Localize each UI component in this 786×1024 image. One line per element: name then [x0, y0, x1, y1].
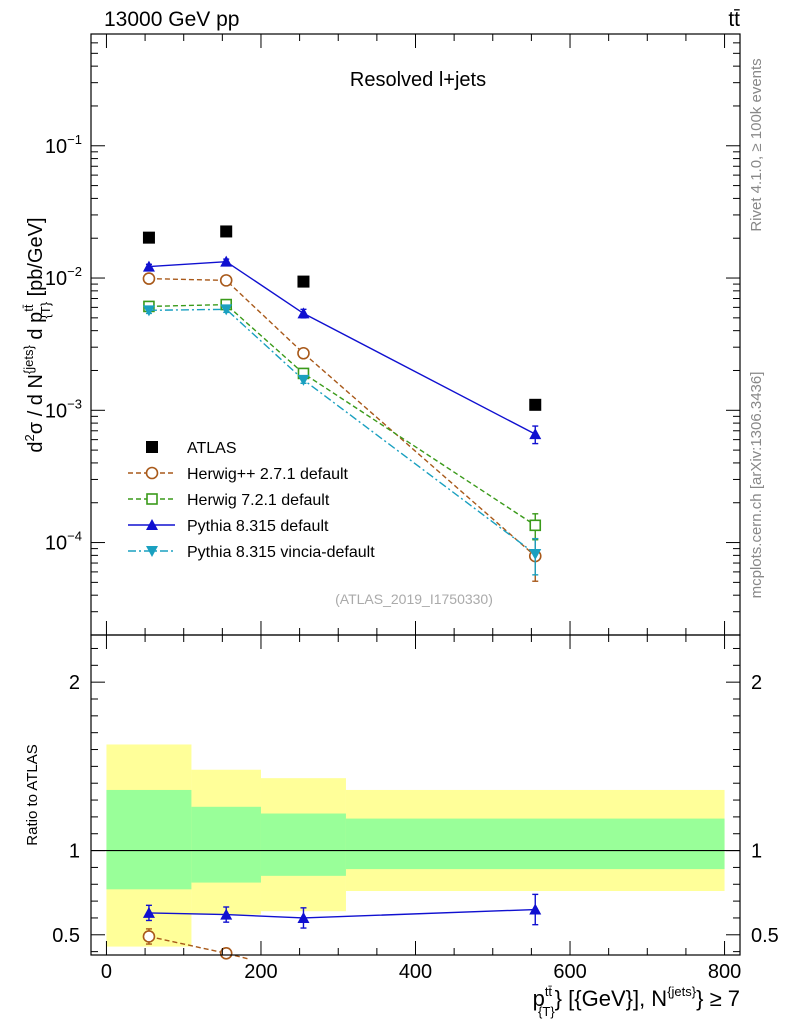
series-line-pythia: [148, 260, 536, 435]
ratio-y-tick-label: 0.5: [52, 925, 80, 947]
series-herwigpp: [142, 272, 542, 582]
data-point-vincia: [142, 305, 155, 317]
legend-marker-herwig7: [146, 493, 158, 505]
uncertainty-band-inner: [106, 789, 192, 890]
main-y-tick-label: 10−2: [45, 264, 82, 290]
ratio-point-pythia: [297, 911, 310, 923]
ratio-y-tick-label-right: 2: [751, 672, 762, 694]
legend-item-herwigpp: Herwig++ 2.7.1 default: [128, 466, 349, 483]
x-axis-title: ptt̄ {T}} [{GeV}], N{jets}} ≥ 7: [533, 984, 740, 1019]
ratio-line-herwigpp: [148, 935, 250, 960]
mcplots-label: mcplots.cern.ch [arXiv:1306.3436]: [748, 372, 765, 599]
legend-item-atlas: ATLAS: [146, 440, 237, 457]
data-point-pythia: [529, 428, 542, 440]
ratio-line-pythia: [148, 908, 536, 919]
rivet-label: Rivet 4.1.0, ≥ 100k events: [748, 58, 765, 231]
data-point-atlas: [220, 225, 233, 238]
legend-marker-atlas: [146, 441, 158, 453]
uncertainty-band-inner: [260, 813, 346, 876]
ratio-y-tick-label: 1: [69, 841, 80, 863]
data-point-vincia: [220, 304, 233, 316]
data-point-atlas: [529, 398, 542, 411]
ratio-point-pythia: [142, 906, 155, 918]
series-atlas: [142, 225, 542, 411]
data-point-herwig7: [529, 519, 542, 532]
legend-marker-vincia: [146, 546, 158, 557]
legend: ATLAS Herwig++ 2.7.1 default Herwig 7.2.1 …: [128, 440, 375, 561]
ratio-point-herwigpp: [142, 930, 156, 943]
ratio-series-herwigpp: [142, 928, 250, 960]
legend-marker-pythia: [146, 519, 158, 530]
main-y-tick-label: 10−3: [45, 396, 82, 422]
chart-title: Resolved l+jets: [350, 69, 486, 91]
energy-label: 13000 GeV pp: [104, 8, 239, 31]
x-tick-label: 400: [399, 961, 432, 983]
ratio-series-pythia: [142, 893, 542, 929]
ratio-point-herwigpp: [219, 947, 233, 960]
data-point-vincia: [529, 548, 542, 560]
ratio-panel: 0.5 0.5 1 1 2 2 0 200 400 600 800 Ratio to ATLAS p…: [24, 634, 779, 1019]
uncertainty-band-inner: [191, 806, 261, 883]
legend-label-pythia: Pythia 8.315 default: [187, 518, 329, 535]
main-y-tick-label: 10−4: [45, 529, 82, 555]
legend-marker-herwigpp: [145, 466, 159, 480]
x-tick-label: 200: [244, 961, 277, 983]
legend-label-atlas: ATLAS: [187, 440, 237, 457]
legend-label-herwigpp: Herwig++ 2.7.1 default: [187, 466, 349, 483]
ratio-point-pythia: [529, 903, 542, 915]
data-point-pythia: [297, 307, 310, 319]
x-tick-label: 600: [553, 961, 586, 983]
data-point-atlas: [297, 275, 310, 288]
series-line-herwig7: [148, 303, 536, 526]
data-point-herwigpp: [219, 274, 233, 287]
process-label: tt̄: [728, 8, 740, 31]
legend-item-herwig7: Herwig 7.2.1 default: [128, 492, 330, 509]
uncertainty-band-inner: [345, 818, 725, 870]
series-pythia: [142, 255, 542, 445]
x-tick-label: 800: [708, 961, 741, 983]
legend-item-vincia: Pythia 8.315 vincia-default: [128, 544, 375, 561]
main-ylabel: d2σ / d N{jets} d ptt̄ {T} [pb/GeV]: [21, 217, 53, 452]
ratio-y-tick-label-right: 1: [751, 841, 762, 863]
legend-item-pythia: Pythia 8.315 default: [128, 518, 329, 535]
ratio-point-pythia: [220, 908, 233, 920]
series-line-herwigpp: [148, 277, 536, 557]
data-point-pythia: [220, 255, 233, 267]
legend-label-herwig7: Herwig 7.2.1 default: [187, 492, 330, 509]
data-point-herwigpp: [297, 346, 310, 360]
ratio-y-tick-label: 2: [69, 672, 80, 694]
main-panel: 10−1 10−2 10−3 10−4 Resolved l+jets (ATLAS_…: [21, 33, 741, 636]
data-point-atlas: [142, 231, 155, 244]
legend-label-vincia: Pythia 8.315 vincia-default: [187, 544, 375, 561]
series-line-vincia: [148, 308, 536, 555]
ratio-ylabel: Ratio to ATLAS: [24, 744, 41, 845]
data-point-pythia: [142, 260, 155, 272]
main-y-tick-label: 10−1: [45, 132, 82, 158]
data-point-herwigpp: [142, 272, 156, 285]
ratio-y-tick-label-right: 0.5: [751, 925, 779, 947]
analysis-id: (ATLAS_2019_I1750330): [335, 591, 493, 607]
x-tick-label: 0: [101, 961, 112, 983]
series-vincia: [142, 304, 542, 576]
data-point-vincia: [297, 374, 310, 386]
